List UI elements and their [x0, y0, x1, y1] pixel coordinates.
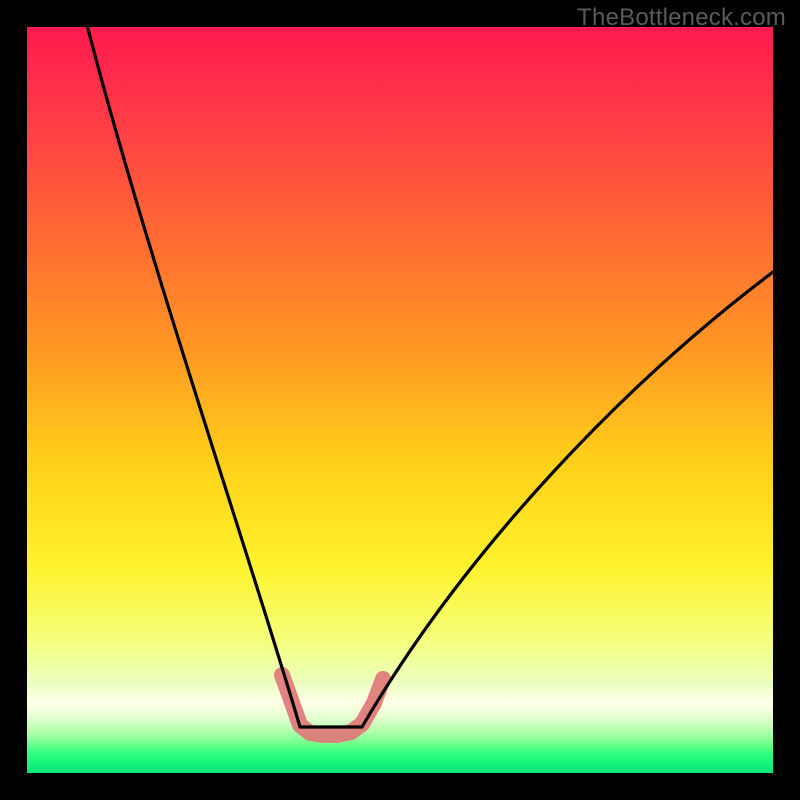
- plot-area: [27, 27, 773, 773]
- chart-svg: [27, 27, 773, 773]
- gradient-background: [27, 27, 773, 773]
- chart-frame: TheBottleneck.com: [0, 0, 800, 800]
